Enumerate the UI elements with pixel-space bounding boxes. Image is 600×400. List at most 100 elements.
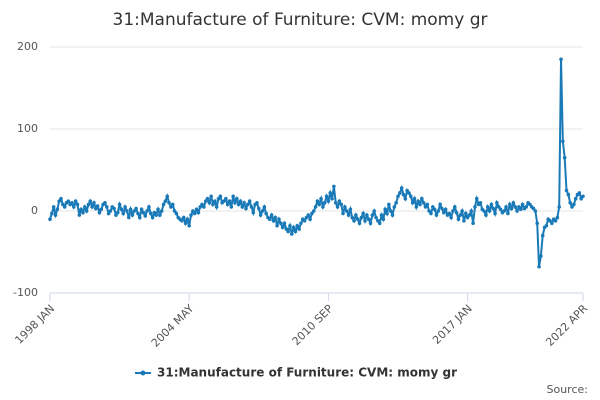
data-point — [482, 209, 486, 213]
data-point — [315, 199, 320, 203]
data-point — [520, 202, 525, 207]
data-point — [511, 201, 516, 205]
data-point — [352, 219, 356, 223]
data-point — [343, 205, 347, 209]
data-point — [487, 209, 492, 213]
data-point — [132, 209, 137, 213]
data-point — [61, 202, 65, 207]
data-point — [167, 201, 171, 205]
y-tick-label: 0 — [31, 204, 38, 217]
data-point — [115, 210, 120, 215]
data-point — [321, 205, 325, 209]
data-point — [244, 206, 248, 211]
data-point — [214, 205, 219, 209]
data-point — [311, 209, 316, 213]
data-point — [51, 205, 56, 209]
x-tick-label: 2017 JAN — [430, 302, 475, 347]
data-point — [55, 207, 60, 212]
data-point — [154, 213, 159, 217]
data-point — [97, 210, 102, 215]
y-tick-label: -100 — [13, 286, 38, 299]
data-point — [163, 199, 168, 203]
data-point — [515, 209, 519, 213]
x-tick-label: 2022 APR — [543, 302, 590, 349]
data-point — [104, 205, 109, 209]
data-point — [463, 211, 468, 216]
data-point — [566, 192, 571, 197]
data-point — [333, 201, 338, 205]
data-point — [264, 211, 268, 216]
data-point — [207, 201, 212, 205]
data-point — [553, 219, 558, 223]
data-point — [581, 194, 585, 199]
data-point — [518, 207, 523, 212]
data-point — [72, 205, 76, 209]
data-point — [161, 202, 166, 207]
data-point — [458, 213, 463, 217]
data-point — [257, 206, 261, 211]
data-point — [420, 196, 424, 201]
data-point — [209, 194, 213, 199]
data-point — [507, 202, 512, 207]
data-point — [368, 221, 373, 226]
legend-marker — [140, 370, 146, 376]
chart-title: 31:Manufacture of Furniture: CVM: momy g… — [113, 10, 488, 30]
data-point — [183, 221, 188, 226]
data-point — [280, 225, 285, 230]
data-point — [409, 194, 413, 199]
data-point — [421, 201, 426, 205]
data-point — [152, 210, 157, 215]
data-point — [385, 211, 389, 216]
data-point — [141, 210, 146, 215]
data-point — [540, 233, 545, 238]
data-point — [84, 209, 89, 213]
data-point — [394, 201, 398, 205]
data-point — [495, 201, 499, 205]
data-point — [147, 205, 151, 209]
data-point — [282, 221, 287, 226]
data-point — [441, 210, 446, 215]
data-point — [271, 219, 276, 223]
data-point — [73, 199, 78, 203]
data-point — [467, 213, 472, 217]
data-point — [88, 199, 93, 203]
data-point — [432, 207, 437, 212]
data-point — [531, 206, 536, 211]
data-point — [174, 211, 179, 216]
data-point — [489, 202, 494, 207]
data-point — [559, 57, 563, 62]
data-point — [337, 199, 342, 203]
data-point — [377, 221, 382, 226]
data-point — [438, 202, 442, 207]
data-point — [434, 213, 439, 217]
data-point — [112, 206, 116, 211]
data-point — [172, 209, 177, 213]
data-point — [262, 205, 267, 209]
data-point — [498, 207, 503, 212]
data-point — [148, 211, 153, 216]
data-point — [136, 211, 140, 216]
data-point — [324, 194, 329, 199]
data-point — [139, 207, 144, 212]
data-point — [295, 223, 300, 228]
data-point — [99, 207, 104, 212]
data-point — [169, 205, 173, 209]
data-point — [403, 196, 408, 201]
data-point — [460, 209, 464, 213]
data-point — [355, 217, 360, 221]
data-point — [121, 211, 126, 216]
data-point — [504, 205, 508, 209]
data-point — [302, 219, 307, 223]
data-point — [357, 221, 362, 226]
data-point — [398, 191, 402, 195]
data-point — [258, 213, 263, 217]
data-point — [297, 227, 301, 231]
data-point — [414, 205, 419, 209]
data-point — [431, 205, 435, 209]
data-point — [322, 201, 327, 205]
data-point — [533, 209, 538, 213]
data-point — [410, 201, 415, 205]
data-point — [246, 202, 250, 207]
data-point — [579, 196, 583, 201]
data-point — [222, 199, 226, 203]
